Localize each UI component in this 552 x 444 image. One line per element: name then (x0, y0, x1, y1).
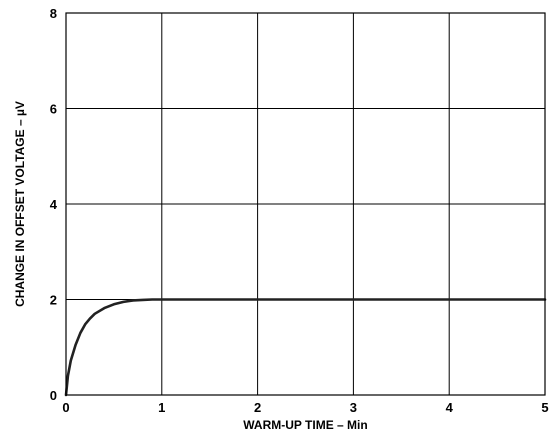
x-tick-label: 3 (350, 400, 357, 415)
y-tick-label: 4 (50, 197, 58, 212)
x-tick-label: 5 (541, 400, 548, 415)
plot-frame (65, 12, 546, 396)
x-tick-labels: 0 1 2 3 4 5 (62, 400, 548, 415)
x-tick-label: 0 (62, 400, 69, 415)
y-tick-label: 0 (50, 388, 57, 403)
y-tick-label: 2 (50, 293, 57, 308)
y-tick-label: 8 (50, 6, 57, 21)
series-layer (64, 298, 547, 397)
x-tick-label: 1 (158, 400, 165, 415)
series-line (64, 298, 547, 397)
x-axis-title: WARM-UP TIME – Min (243, 418, 367, 432)
x-tick-label: 4 (446, 400, 454, 415)
x-tick-label: 2 (254, 400, 261, 415)
y-axis-title: CHANGE IN OFFSET VOLTAGE – µV (13, 101, 27, 307)
grid-lines (66, 13, 545, 395)
y-tick-label: 6 (50, 102, 57, 117)
y-tick-labels: 0 2 4 6 8 (50, 6, 58, 403)
